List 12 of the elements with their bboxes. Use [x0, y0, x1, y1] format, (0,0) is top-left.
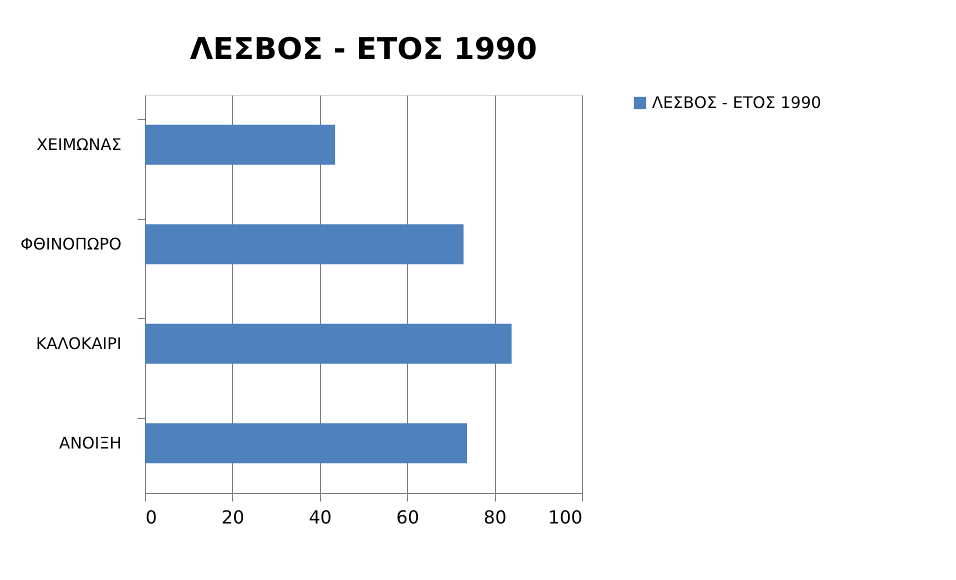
- legend-label: ΛΕΣΒΟΣ - ΕΤΟΣ 1990: [652, 93, 822, 112]
- x-tick-label: 40: [308, 508, 332, 528]
- x-tick-label: 0: [146, 508, 157, 528]
- y-tick-label: ΚΑΛΟΚΑΙΡΙ: [36, 334, 122, 353]
- x-tick-label: 20: [221, 508, 244, 528]
- y-tick-label: ΑΝΟΙΞΗ: [59, 433, 122, 452]
- x-tick-label: 60: [396, 508, 420, 528]
- y-tick-label: ΧΕΙΜΩΝΑΣ: [36, 134, 122, 154]
- x-tick-label: 100: [548, 508, 582, 528]
- y-tick-label: ΦΘΙΝΟΠΩΡΟ: [20, 234, 122, 254]
- x-tick-label: 80: [484, 508, 507, 528]
- chart-title: ΛΕΣΒΟΣ - ΕΤΟΣ 1990: [190, 32, 538, 67]
